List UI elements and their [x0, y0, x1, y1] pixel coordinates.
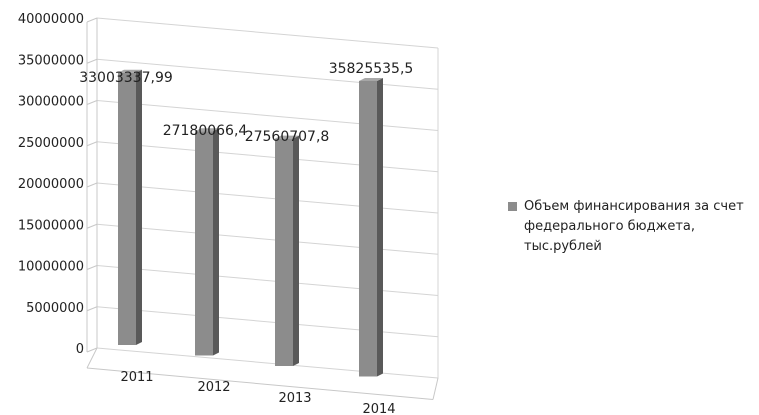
bar [195, 131, 213, 356]
gridline [96, 223, 439, 255]
gridline [96, 265, 439, 297]
legend-swatch [508, 202, 517, 211]
y-axis-tick [86, 223, 98, 229]
bar [275, 138, 293, 366]
x-axis-line [86, 367, 434, 400]
y-tick-label: 20000000 [18, 177, 84, 192]
x-tick-label: 2013 [278, 391, 311, 406]
floor-right-edge [432, 377, 439, 400]
y-axis-tick [86, 100, 98, 105]
chart-bars [118, 69, 383, 377]
y-tick-label: 35000000 [18, 53, 84, 68]
gridline [96, 141, 439, 173]
chart-gridlines [96, 17, 439, 379]
y-tick-label: 40000000 [18, 12, 84, 27]
chart-axes [86, 17, 439, 400]
bar [359, 80, 377, 377]
gridline [96, 306, 439, 338]
data-label: 27180066,4 [163, 123, 248, 139]
y-axis-tick [86, 141, 98, 147]
y-tick-label: 25000000 [18, 136, 84, 151]
bar-top [195, 128, 219, 132]
bar-side [213, 128, 219, 356]
x-tick-label: 2011 [120, 370, 153, 385]
bar [118, 72, 136, 345]
chart-legend: Объем финансирования за счет федеральног… [508, 197, 758, 257]
gridline [96, 100, 439, 132]
y-axis-tick [86, 182, 98, 188]
chart-labels: 0 5000000 10000000 15000000 20000000 25000000… [18, 12, 413, 415]
y-axis-tick [86, 58, 98, 64]
x-tick-label: 2012 [197, 380, 230, 395]
gridline [96, 182, 439, 214]
legend-label: Объем финансирования за счет федеральног… [524, 199, 744, 254]
floor-left-edge [86, 347, 98, 369]
bar-side [293, 135, 299, 366]
bar-top [359, 77, 383, 81]
y-axis-tick [86, 347, 98, 353]
y-axis-tick [86, 306, 98, 312]
bar-side [136, 69, 142, 345]
y-axis-tick [86, 17, 98, 23]
data-label: 35825535,5 [329, 61, 414, 77]
y-tick-label: 10000000 [18, 260, 84, 275]
bar-side [377, 77, 383, 377]
data-label: 27560707,8 [245, 129, 330, 145]
y-axis-tick [86, 265, 98, 270]
bar-top [275, 135, 299, 139]
gridline [96, 17, 439, 49]
data-label: 33003337,99 [79, 70, 173, 86]
y-tick-label: 30000000 [18, 95, 84, 110]
y-tick-label: 15000000 [18, 218, 84, 233]
y-tick-label: 5000000 [26, 301, 84, 316]
bar-top [118, 69, 142, 73]
y-tick-label: 0 [76, 342, 84, 357]
x-tick-label: 2014 [362, 402, 395, 415]
